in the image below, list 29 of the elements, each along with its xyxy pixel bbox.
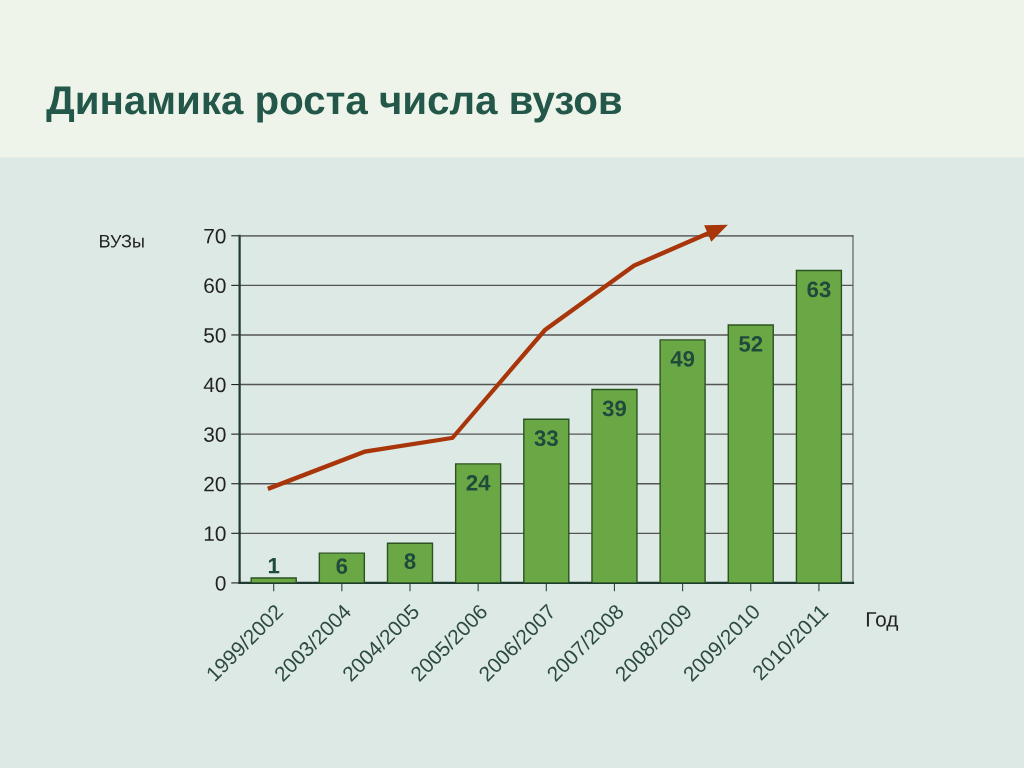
bar — [591, 388, 638, 583]
data-label: 33 — [534, 430, 558, 447]
y-tick-label: 40 — [203, 377, 226, 393]
data-label: 24 — [466, 474, 491, 491]
bar — [454, 463, 502, 583]
data-label: 52 — [739, 336, 763, 352]
bar — [727, 324, 774, 583]
x-axis-title: Год — [866, 612, 899, 631]
chart-title: Динамика роста числа вузов — [46, 86, 622, 123]
y-tick-label: 60 — [204, 278, 226, 294]
y-tick-label: 70 — [204, 228, 226, 244]
data-label: 1 — [268, 558, 280, 574]
bar — [386, 542, 434, 583]
y-axis-title: ВУЗы — [100, 234, 144, 248]
data-label: 63 — [807, 281, 831, 298]
bar — [795, 269, 843, 583]
bar — [250, 577, 297, 583]
data-label: 8 — [404, 553, 416, 570]
y-tick-label: 50 — [204, 327, 226, 343]
data-label: 49 — [670, 350, 695, 367]
bar — [318, 552, 366, 583]
data-label: 6 — [336, 558, 348, 574]
y-tick-label: 30 — [204, 427, 226, 442]
y-tick-label: 10 — [204, 526, 226, 542]
y-tick-label: 20 — [204, 476, 226, 492]
bar — [659, 339, 706, 583]
bar — [523, 418, 570, 583]
data-label: 39 — [602, 400, 626, 417]
y-tick-label: 0 — [215, 575, 226, 591]
